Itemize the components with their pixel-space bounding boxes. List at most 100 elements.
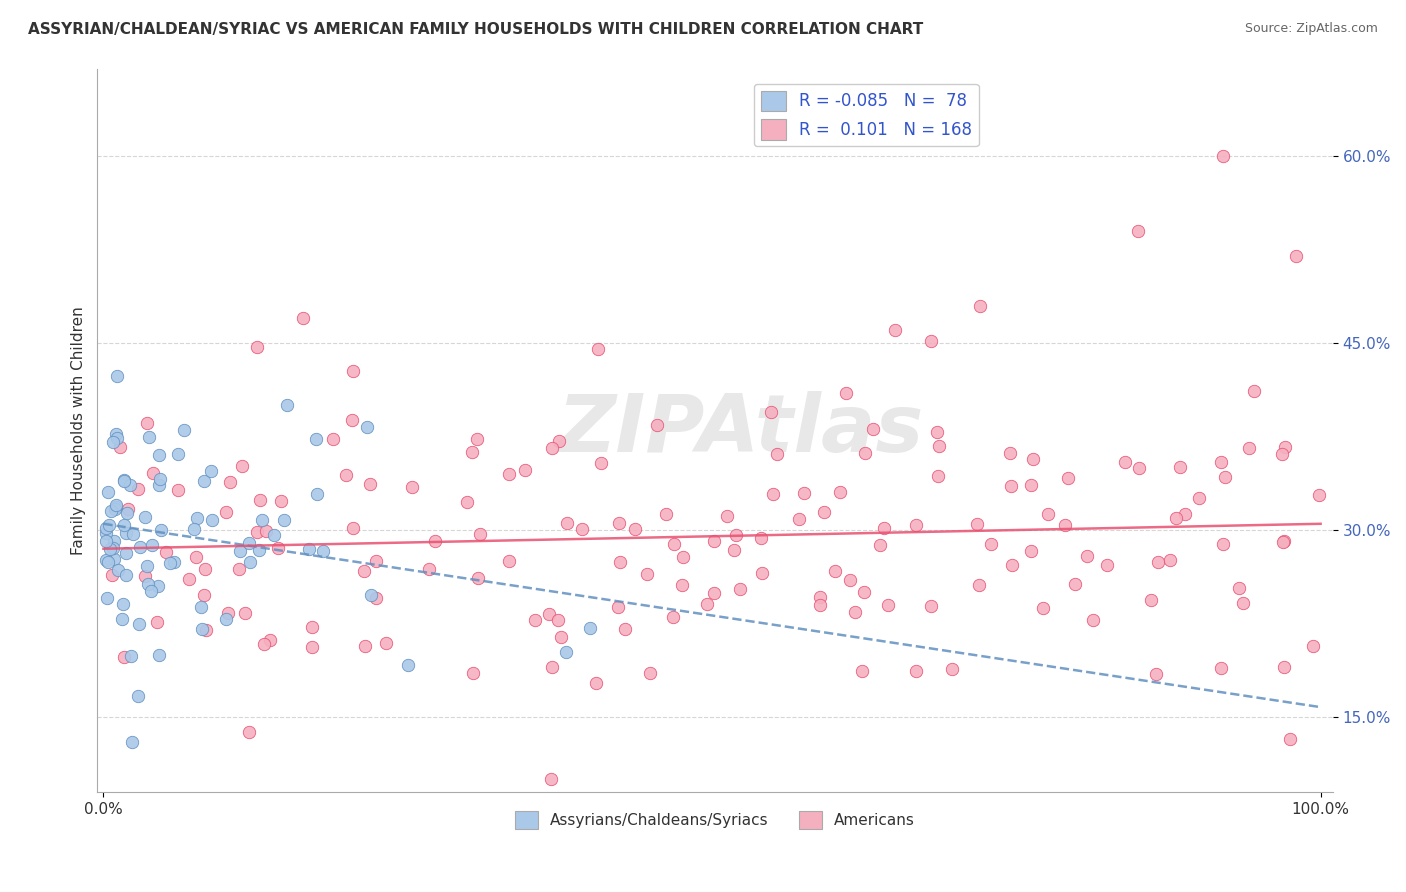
- Point: [1019, 478, 1042, 492]
- Point: [114, 567, 136, 582]
- Point: [101, 541, 124, 555]
- Point: [851, 664, 873, 678]
- Point: [873, 521, 896, 535]
- Point: [249, 492, 271, 507]
- Point: [150, 524, 173, 538]
- Point: [1036, 508, 1059, 522]
- Point: [555, 644, 578, 658]
- Point: [579, 621, 602, 635]
- Point: [1164, 511, 1187, 525]
- Point: [728, 582, 751, 596]
- Point: [547, 613, 569, 627]
- Point: [624, 522, 647, 536]
- Point: [920, 334, 942, 348]
- Point: [297, 542, 319, 557]
- Point: [103, 534, 125, 549]
- Point: [301, 640, 323, 654]
- Point: [1000, 479, 1022, 493]
- Point: [1278, 731, 1301, 746]
- Point: [762, 487, 785, 501]
- Point: [1064, 576, 1087, 591]
- Y-axis label: Family Households with Children: Family Households with Children: [72, 306, 86, 555]
- Point: [155, 545, 177, 559]
- Point: [793, 485, 815, 500]
- Point: [853, 446, 876, 460]
- Point: [396, 658, 419, 673]
- Point: [267, 541, 290, 555]
- Point: [523, 614, 546, 628]
- Point: [115, 545, 138, 559]
- Point: [1144, 667, 1167, 681]
- Point: [645, 417, 668, 432]
- Point: [607, 516, 630, 530]
- Point: [830, 485, 852, 500]
- Point: [749, 531, 772, 545]
- Point: [231, 458, 253, 473]
- Point: [114, 526, 136, 541]
- Point: [904, 517, 927, 532]
- Point: [186, 549, 208, 564]
- Point: [966, 516, 988, 531]
- Point: [862, 422, 884, 436]
- Point: [1032, 601, 1054, 615]
- Point: [662, 537, 685, 551]
- Point: [540, 442, 562, 456]
- Point: [401, 480, 423, 494]
- Point: [1212, 536, 1234, 550]
- Point: [498, 554, 520, 568]
- Point: [1114, 455, 1136, 469]
- Point: [136, 577, 159, 591]
- Point: [877, 598, 900, 612]
- Point: [107, 563, 129, 577]
- Point: [111, 612, 134, 626]
- Point: [925, 425, 948, 439]
- Point: [927, 468, 949, 483]
- Point: [548, 434, 571, 449]
- Point: [1308, 487, 1330, 501]
- Point: [134, 569, 156, 583]
- Point: [276, 398, 298, 412]
- Point: [418, 562, 440, 576]
- Point: [101, 434, 124, 449]
- Point: [162, 555, 184, 569]
- Point: [120, 478, 142, 492]
- Point: [100, 504, 122, 518]
- Point: [883, 323, 905, 337]
- Point: [96, 533, 118, 548]
- Point: [423, 534, 446, 549]
- Point: [201, 513, 224, 527]
- Point: [550, 630, 572, 644]
- Point: [301, 620, 323, 634]
- Point: [969, 298, 991, 312]
- Point: [105, 369, 128, 384]
- Point: [335, 467, 357, 482]
- Point: [998, 446, 1021, 460]
- Point: [591, 456, 613, 470]
- Point: [149, 472, 172, 486]
- Point: [364, 554, 387, 568]
- Point: [1147, 555, 1170, 569]
- Point: [194, 562, 217, 576]
- Point: [662, 610, 685, 624]
- Point: [869, 538, 891, 552]
- Point: [941, 662, 963, 676]
- Point: [353, 640, 375, 654]
- Point: [127, 689, 149, 703]
- Point: [340, 413, 363, 427]
- Point: [94, 521, 117, 535]
- Point: [813, 505, 835, 519]
- Point: [1272, 535, 1295, 549]
- Point: [193, 588, 215, 602]
- Point: [1237, 441, 1260, 455]
- Point: [104, 426, 127, 441]
- Point: [636, 566, 658, 581]
- Point: [759, 405, 782, 419]
- Point: [105, 431, 128, 445]
- Point: [146, 579, 169, 593]
- Point: [1274, 441, 1296, 455]
- Point: [104, 502, 127, 516]
- Point: [141, 538, 163, 552]
- Point: [233, 606, 256, 620]
- Point: [655, 507, 678, 521]
- Point: [273, 513, 295, 527]
